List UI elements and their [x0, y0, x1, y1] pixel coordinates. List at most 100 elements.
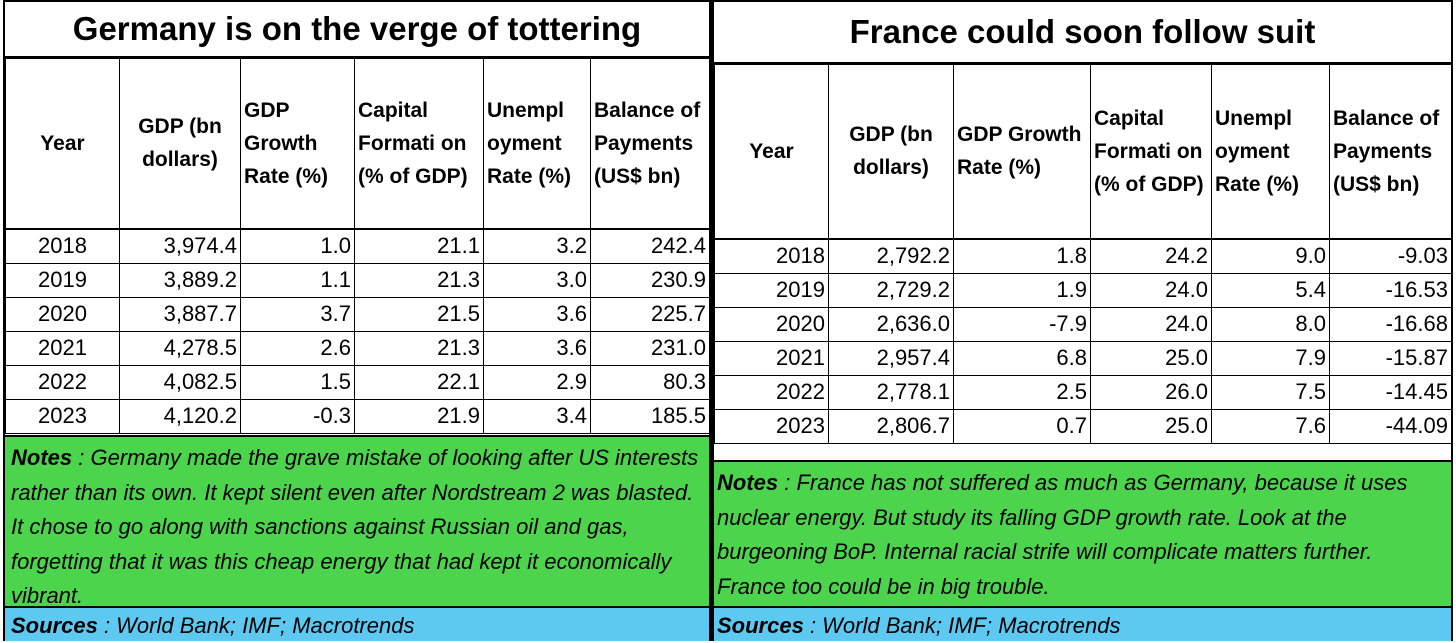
- col-header-bop: Balance of Payments (US$ bn): [1329, 64, 1452, 240]
- cell-growth: -7.9: [953, 306, 1091, 342]
- cell-unemployment: 7.9: [1211, 340, 1330, 376]
- cell-capital: 22.1: [354, 364, 484, 400]
- cell-capital: 26.0: [1090, 374, 1212, 410]
- cell-capital: 21.1: [354, 228, 484, 264]
- table-row: 2019 2,729.2 1.9 24.0 5.4 -16.53: [714, 272, 1452, 308]
- col-header-growth: GDP Growth Rate (%): [240, 58, 355, 230]
- cell-unemployment: 5.4: [1211, 272, 1330, 308]
- cell-growth: -0.3: [240, 398, 355, 434]
- sources-label: Sources: [11, 613, 98, 638]
- cell-growth: 3.7: [240, 296, 355, 332]
- cell-year: 2022: [5, 364, 120, 400]
- france-panel: France could soon follow suit Year GDP (…: [711, 0, 1453, 641]
- cell-growth: 2.6: [240, 330, 355, 366]
- col-header-year: Year: [714, 64, 829, 240]
- cell-growth: 1.8: [953, 238, 1091, 274]
- table-row: 2021 4,278.5 2.6 21.3 3.6 231.0: [5, 330, 710, 366]
- cell-unemployment: 2.9: [483, 364, 591, 400]
- cell-capital: 21.3: [354, 262, 484, 298]
- sources-label: Sources: [717, 613, 804, 638]
- table-row: 2018 3,974.4 1.0 21.1 3.2 242.4: [5, 228, 710, 264]
- cell-unemployment: 3.2: [483, 228, 591, 264]
- cell-gdp: 3,889.2: [119, 262, 241, 298]
- cell-capital: 24.0: [1090, 306, 1212, 342]
- col-header-capital: Capital Formati on (% of GDP): [1090, 64, 1212, 240]
- cell-year: 2021: [714, 340, 829, 376]
- germany-panel: Germany is on the verge of tottering Yea…: [3, 0, 711, 641]
- table-row: 2020 3,887.7 3.7 21.5 3.6 225.7: [5, 296, 710, 332]
- cell-unemployment: 8.0: [1211, 306, 1330, 342]
- cell-capital: 25.0: [1090, 340, 1212, 376]
- cell-year: 2019: [5, 262, 120, 298]
- france-table: Year GDP (bn dollars) GDP Growth Rate (%…: [714, 64, 1452, 444]
- cell-year: 2019: [714, 272, 829, 308]
- cell-bop: 225.7: [590, 296, 710, 332]
- cell-gdp: 4,082.5: [119, 364, 241, 400]
- cell-unemployment: 3.0: [483, 262, 591, 298]
- cell-growth: 0.7: [953, 408, 1091, 444]
- cell-bop: 185.5: [590, 398, 710, 434]
- cell-gdp: 4,278.5: [119, 330, 241, 366]
- col-header-capital: Capital Formati on (% of GDP): [354, 58, 484, 230]
- cell-gdp: 2,636.0: [828, 306, 954, 342]
- notes-label: Notes: [11, 445, 73, 470]
- col-header-growth: GDP Growth Rate (%): [953, 64, 1091, 240]
- col-header-gdp: GDP (bn dollars): [119, 58, 241, 230]
- cell-gdp: 2,957.4: [828, 340, 954, 376]
- france-notes: Notes : France has not suffered as much …: [714, 460, 1451, 606]
- cell-unemployment: 3.4: [483, 398, 591, 434]
- col-header-unemployment: Unempl oyment Rate (%): [483, 58, 591, 230]
- table-row: 2019 3,889.2 1.1 21.3 3.0 230.9: [5, 262, 710, 298]
- cell-bop: 242.4: [590, 228, 710, 264]
- cell-year: 2021: [5, 330, 120, 366]
- cell-unemployment: 3.6: [483, 330, 591, 366]
- cell-year: 2020: [5, 296, 120, 332]
- cell-unemployment: 7.5: [1211, 374, 1330, 410]
- table-row: 2021 2,957.4 6.8 25.0 7.9 -15.87: [714, 340, 1452, 376]
- cell-capital: 21.3: [354, 330, 484, 366]
- germany-notes: Notes : Germany made the grave mistake o…: [5, 435, 709, 608]
- cell-growth: 1.5: [240, 364, 355, 400]
- cell-year: 2023: [714, 408, 829, 444]
- cell-gdp: 2,778.1: [828, 374, 954, 410]
- table-row: 2023 2,806.7 0.7 25.0 7.6 -44.09: [714, 408, 1452, 444]
- cell-unemployment: 9.0: [1211, 238, 1330, 274]
- france-title: France could soon follow suit: [714, 2, 1451, 64]
- cell-gdp: 2,729.2: [828, 272, 954, 308]
- col-header-gdp: GDP (bn dollars): [828, 64, 954, 240]
- table-row: 2022 4,082.5 1.5 22.1 2.9 80.3: [5, 364, 710, 400]
- cell-growth: 1.9: [953, 272, 1091, 308]
- table-row: 2020 2,636.0 -7.9 24.0 8.0 -16.68: [714, 306, 1452, 342]
- cell-year: 2022: [714, 374, 829, 410]
- cell-year: 2020: [714, 306, 829, 342]
- cell-year: 2023: [5, 398, 120, 434]
- table-row: 2022 2,778.1 2.5 26.0 7.5 -14.45: [714, 374, 1452, 410]
- cell-gdp: 3,974.4: [119, 228, 241, 264]
- cell-gdp: 2,792.2: [828, 238, 954, 274]
- cell-year: 2018: [5, 228, 120, 264]
- sources-text: : World Bank; IMF; Macrotrends: [803, 613, 1121, 638]
- col-header-bop: Balance of Payments (US$ bn): [590, 58, 710, 230]
- cell-capital: 24.0: [1090, 272, 1212, 308]
- cell-capital: 21.9: [354, 398, 484, 434]
- cell-growth: 1.0: [240, 228, 355, 264]
- cell-bop: -9.03: [1329, 238, 1452, 274]
- sources-text: : World Bank; IMF; Macrotrends: [97, 613, 415, 638]
- notes-label: Notes: [717, 470, 779, 495]
- cell-bop: 231.0: [590, 330, 710, 366]
- france-sources: Sources : World Bank; IMF; Macrotrends: [714, 606, 1451, 641]
- cell-unemployment: 3.6: [483, 296, 591, 332]
- cell-growth: 6.8: [953, 340, 1091, 376]
- cell-gdp: 2,806.7: [828, 408, 954, 444]
- notes-text: : Germany made the grave mistake of look…: [11, 445, 699, 608]
- cell-capital: 24.2: [1090, 238, 1212, 274]
- germany-table: Year GDP (bn dollars) GDP Growth Rate (%…: [5, 58, 710, 434]
- france-header-row: Year GDP (bn dollars) GDP Growth Rate (%…: [714, 64, 1452, 240]
- cell-capital: 25.0: [1090, 408, 1212, 444]
- cell-capital: 21.5: [354, 296, 484, 332]
- cell-bop: -16.53: [1329, 272, 1452, 308]
- cell-bop: -14.45: [1329, 374, 1452, 410]
- cell-year: 2018: [714, 238, 829, 274]
- germany-header-row: Year GDP (bn dollars) GDP Growth Rate (%…: [5, 58, 710, 230]
- germany-sources: Sources : World Bank; IMF; Macrotrends: [5, 606, 709, 641]
